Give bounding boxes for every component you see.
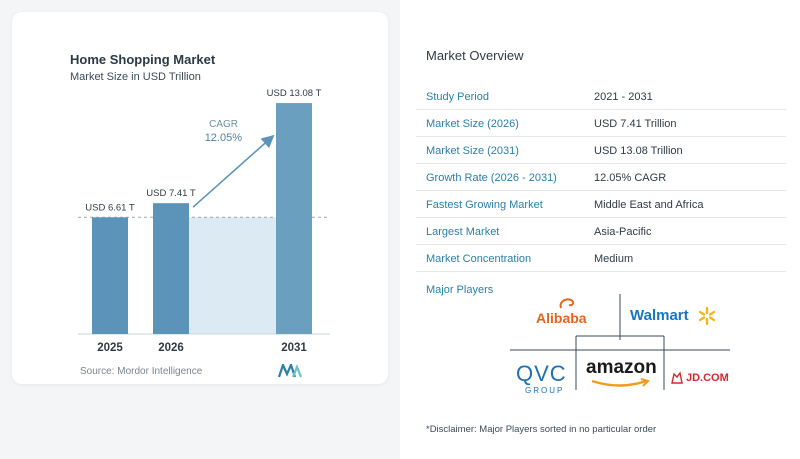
players-grid	[510, 294, 730, 390]
overview-row: Market Size (2026) USD 7.41 Trillion	[416, 111, 786, 137]
bar-2025	[92, 217, 128, 334]
overview-row-value: USD 7.41 Trillion	[594, 118, 677, 130]
chart-subtitle: Market Size in USD Trillion	[70, 71, 201, 83]
bar-2031	[276, 103, 312, 334]
overview-row: Market Concentration Medium	[416, 246, 786, 272]
overview-row-value: Asia-Pacific	[594, 226, 652, 238]
overview-row: Growth Rate (2026 - 2031) 12.05% CAGR	[416, 165, 786, 191]
overview-row-label: Largest Market	[426, 226, 500, 238]
walmart-logo: Walmart	[630, 307, 689, 324]
tick-label-2025: 2025	[97, 342, 123, 354]
overview-row: Fastest Growing Market Middle East and Af…	[416, 192, 786, 218]
alibaba-logo-icon	[559, 298, 575, 309]
alibaba-logo: Alibaba	[536, 310, 587, 326]
chart-title: Home Shopping Market	[70, 52, 216, 67]
overview-row: Study Period 2021 - 2031	[416, 84, 786, 110]
tick-label-2026: 2026	[158, 342, 184, 354]
qvc-group-text: GROUP	[525, 386, 565, 395]
overview-title: Market Overview	[426, 48, 524, 63]
qvc-logo: QVC	[516, 361, 567, 386]
cagr-label: CAGR	[209, 119, 238, 130]
overview-row-value: Medium	[594, 253, 634, 265]
overview-row-value: USD 13.08 Trillion	[594, 145, 683, 157]
bar-2026	[153, 203, 189, 334]
overview-row-label: Fastest Growing Market	[426, 199, 543, 211]
data-label-2026: USD 7.41 T	[146, 188, 196, 199]
overview-row-label: Market Concentration	[426, 253, 532, 265]
mordor-logo-icon	[278, 364, 302, 378]
overview-row-label: Market Size (2031)	[426, 145, 519, 157]
data-label-2025: USD 6.61 T	[85, 202, 135, 213]
source-note: Source: Mordor Intelligence	[80, 366, 203, 377]
jd-dog-icon	[671, 371, 683, 384]
overview-row: Largest Market Asia-Pacific	[416, 219, 786, 245]
amazon-smile-icon	[591, 378, 650, 387]
amazon-logo: amazon	[586, 357, 657, 378]
walmart-spark-icon	[698, 306, 716, 326]
data-label-2031: USD 13.08 T	[267, 88, 322, 99]
overview-row-label: Market Size (2026)	[426, 118, 519, 130]
jd-logo: JD.COM	[686, 372, 729, 384]
overview-row-value: Middle East and Africa	[594, 199, 704, 211]
disclaimer: *Disclaimer: Major Players sorted in no …	[426, 424, 657, 435]
overview-row-label: Growth Rate (2026 - 2031)	[426, 172, 557, 184]
cagr-value: 12.05%	[205, 132, 243, 144]
overview-row: Market Size (2031) USD 13.08 Trillion	[416, 138, 786, 164]
cagr-arrow	[192, 134, 275, 208]
overview-row-value: 2021 - 2031	[594, 91, 653, 103]
major-players-label: Major Players	[426, 284, 494, 296]
overview-row-value: 12.05% CAGR	[594, 172, 667, 184]
overview-row-label: Study Period	[426, 91, 489, 103]
tick-label-2031: 2031	[281, 342, 307, 354]
bar-chart: USD 6.61 T 2025 USD 7.41 T 2026 USD 13.08 T 2…	[78, 88, 330, 354]
